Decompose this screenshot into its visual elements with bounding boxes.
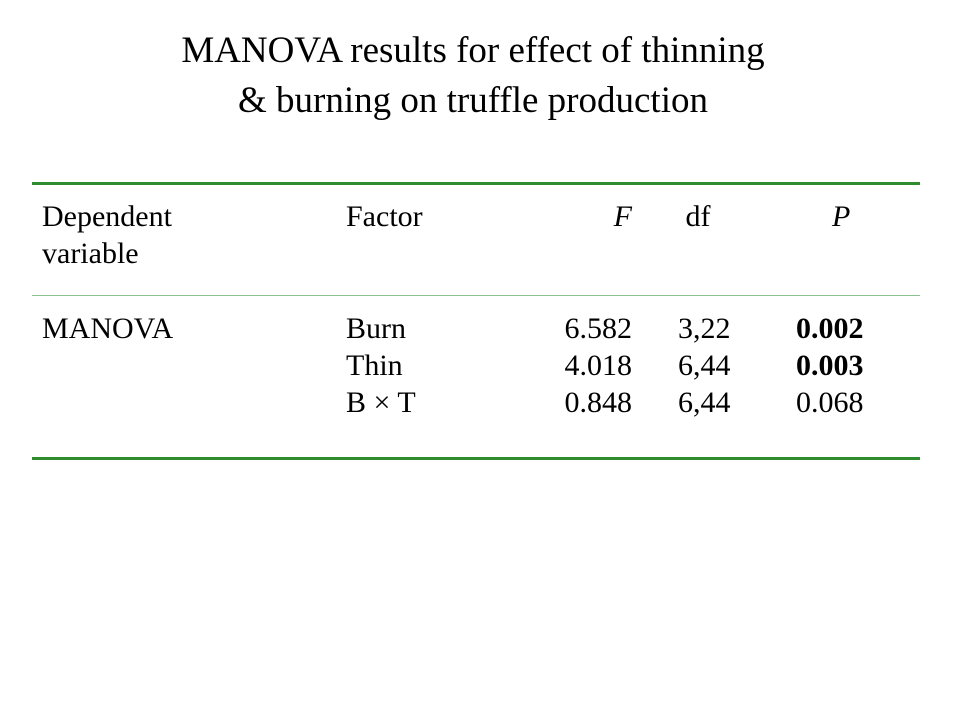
- column-factor: Burn Thin B × T: [346, 310, 416, 421]
- cell-factor-interaction: B × T: [346, 386, 416, 419]
- cell-f-burn: 6.582: [564, 312, 633, 345]
- cell-df-interaction: 6,44: [678, 386, 731, 419]
- cell-df-burn: 3,22: [678, 312, 731, 345]
- cell-factor-thin: Thin: [346, 349, 403, 382]
- header-dependent-line-1: Dependent: [42, 200, 172, 233]
- table-bottom-rule: [32, 457, 920, 460]
- header-p: P: [832, 200, 851, 233]
- column-p: 0.002 0.003 0.068: [796, 310, 864, 421]
- table-top-rule: [32, 182, 920, 185]
- column-df: 3,22 6,44 6,44: [678, 310, 731, 421]
- cell-factor-burn: Burn: [346, 312, 406, 345]
- cell-dependent-manova: MANOVA: [42, 312, 174, 345]
- cell-f-interaction: 0.848: [564, 386, 633, 419]
- column-f: 6.582 4.018 0.848: [530, 310, 633, 421]
- header-f: F: [613, 200, 632, 233]
- header-dependent-variable: Dependent variable: [42, 198, 172, 272]
- cell-f-thin: 4.018: [564, 349, 633, 382]
- header-factor: Factor: [346, 200, 423, 233]
- cell-p-interaction: 0.068: [796, 386, 864, 419]
- cell-p-burn: 0.002: [796, 312, 864, 345]
- header-dependent-line-2: variable: [42, 237, 139, 270]
- table-header-rule: [32, 295, 920, 296]
- header-df: df: [685, 200, 711, 233]
- cell-p-thin: 0.003: [796, 349, 864, 382]
- slide-title: MANOVA results for effect of thinning & …: [0, 26, 946, 126]
- slide-title-line-1: MANOVA results for effect of thinning: [181, 30, 765, 71]
- cell-df-thin: 6,44: [678, 349, 731, 382]
- slide-title-line-2: & burning on truffle production: [238, 80, 708, 121]
